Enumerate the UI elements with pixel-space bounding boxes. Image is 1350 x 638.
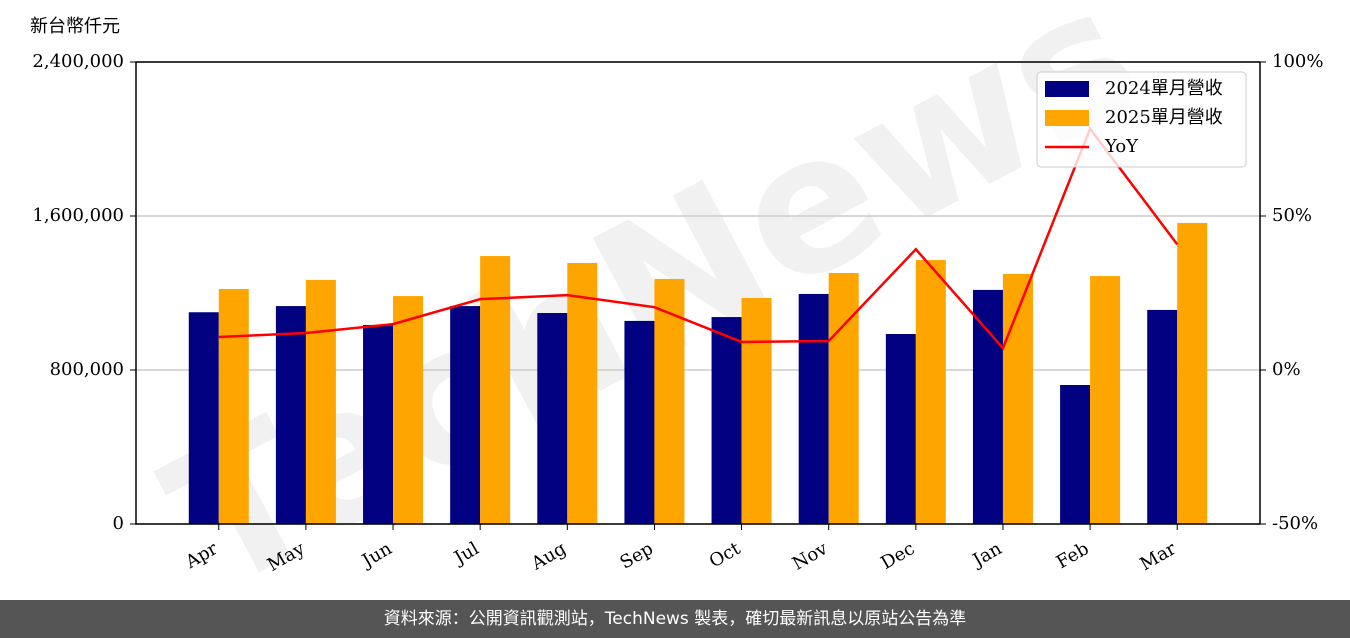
bar xyxy=(915,260,946,524)
yoy-line xyxy=(218,126,1179,351)
x-tick-label: Nov xyxy=(789,538,832,575)
bar xyxy=(188,312,219,524)
legend-swatch xyxy=(1045,110,1089,126)
bar xyxy=(1002,273,1033,524)
legend-box xyxy=(1036,71,1247,168)
bar xyxy=(393,296,424,524)
bar xyxy=(1177,222,1208,524)
y-tick-label: 800,000 xyxy=(50,359,124,380)
y-tick-label: 2,400,000 xyxy=(32,51,124,72)
bar xyxy=(537,313,568,524)
bar xyxy=(885,334,916,524)
bar xyxy=(1147,309,1178,524)
bar xyxy=(624,320,655,524)
legend-swatch xyxy=(1045,81,1089,97)
legend-label: 2025單月營收 xyxy=(1105,107,1223,128)
y2-tick-label: -50% xyxy=(1272,513,1318,534)
footer: 資料來源：公開資訊觀測站，TechNews 製表，確切最新訊息以原站公告為準 xyxy=(0,600,1350,638)
bar xyxy=(798,293,829,524)
chart: 新台幣仟元 TechNews0800,0001,600,0002,400,000… xyxy=(30,0,1323,634)
bar xyxy=(654,278,685,524)
x-tick-label: Aug xyxy=(527,538,570,575)
legend: 2024單月營收 2025單月營收 YoY xyxy=(1036,71,1247,168)
bar xyxy=(828,272,859,524)
bar xyxy=(275,306,306,524)
bar xyxy=(741,298,772,524)
x-tick-label: Jan xyxy=(968,538,1006,572)
bar xyxy=(363,324,394,524)
bar xyxy=(711,317,742,524)
x-tick-label: Sep xyxy=(617,538,657,573)
x-tick-label: Jul xyxy=(449,538,483,570)
y-tick-label: 0 xyxy=(113,513,124,534)
legend-label: YoY xyxy=(1104,136,1139,157)
bar xyxy=(1060,385,1091,524)
bar xyxy=(450,306,481,524)
bar xyxy=(567,262,598,524)
y2-tick-label: 50% xyxy=(1272,205,1312,226)
y2-tick-label: 100% xyxy=(1272,51,1323,72)
bar xyxy=(480,256,511,524)
x-tick-label: Dec xyxy=(877,538,918,574)
y2-tick-label: 0% xyxy=(1272,359,1301,380)
bar xyxy=(218,288,249,524)
x-tick-label: Mar xyxy=(1137,538,1181,575)
legend-label: 2024單月營收 xyxy=(1105,78,1223,99)
x-tick-label: Feb xyxy=(1053,538,1093,573)
bar xyxy=(972,289,1003,524)
x-tick-label: Oct xyxy=(706,538,745,573)
plot-frame xyxy=(135,61,1261,525)
y-tick-label: 1,600,000 xyxy=(32,205,124,226)
bar xyxy=(305,279,336,524)
y-axis-unit: 新台幣仟元 xyxy=(30,16,120,37)
bar xyxy=(1090,276,1121,524)
